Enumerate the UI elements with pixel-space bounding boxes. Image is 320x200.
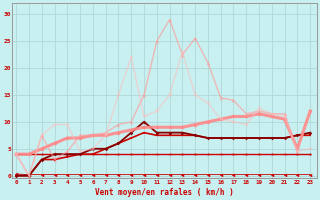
X-axis label: Vent moyen/en rafales ( km/h ): Vent moyen/en rafales ( km/h ) — [95, 188, 234, 197]
